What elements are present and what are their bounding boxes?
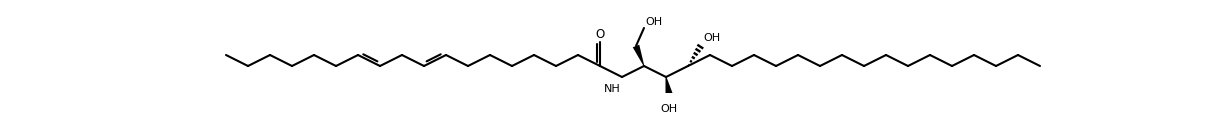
Text: OH: OH [661, 104, 678, 114]
Polygon shape [632, 45, 645, 66]
Text: O: O [595, 27, 605, 40]
Text: OH: OH [646, 17, 663, 27]
Polygon shape [665, 77, 673, 93]
Text: OH: OH [704, 33, 721, 43]
Text: NH: NH [604, 84, 620, 94]
